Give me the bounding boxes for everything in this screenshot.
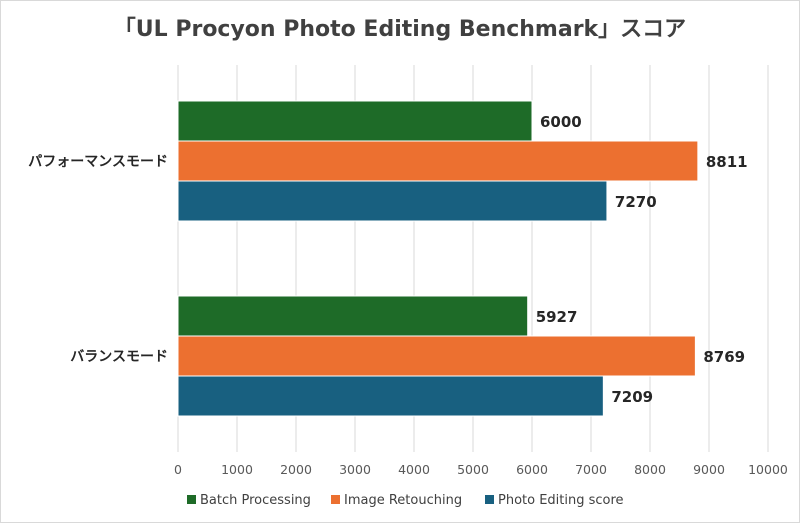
bar <box>177 100 533 142</box>
legend-swatch <box>187 495 196 504</box>
bar <box>177 140 699 182</box>
chart-title: 「UL Procyon Photo Editing Benchmark」スコア <box>114 17 686 42</box>
data-label: 8769 <box>703 348 745 366</box>
bar <box>177 375 604 417</box>
x-tick-label: 1000 <box>221 462 253 477</box>
legend-swatch <box>485 495 494 504</box>
legend: Batch Processing Image Retouching Photo Ed… <box>187 493 624 508</box>
x-tick-label: 8000 <box>634 462 666 477</box>
x-tick-label: 0 <box>174 462 182 477</box>
bar <box>177 180 608 222</box>
data-label: 8811 <box>706 153 748 171</box>
x-tick-label: 4000 <box>398 462 430 477</box>
data-label: 7270 <box>615 193 657 211</box>
x-tick-label: 9000 <box>693 462 725 477</box>
legend-label: Batch Processing <box>200 493 311 508</box>
data-labels: 6000 8811 7270 5927 8769 7209 <box>536 113 748 406</box>
data-label: 6000 <box>540 113 582 131</box>
data-label: 5927 <box>536 308 578 326</box>
bar <box>177 335 696 377</box>
category-label: パフォーマンスモード <box>28 154 168 170</box>
x-tick-label: 5000 <box>457 462 489 477</box>
legend-swatch <box>331 495 340 504</box>
data-label: 7209 <box>611 388 653 406</box>
x-tick-label: 3000 <box>339 462 371 477</box>
bar <box>177 295 529 337</box>
bars <box>177 100 699 417</box>
x-tick-label: 7000 <box>575 462 607 477</box>
x-tick-label: 2000 <box>280 462 312 477</box>
legend-label: Photo Editing score <box>498 493 624 508</box>
value-axis: 0 1000 2000 3000 4000 5000 6000 7000 8000 9000 100… <box>174 462 788 477</box>
category-label: バランスモード <box>70 349 168 365</box>
x-tick-label: 6000 <box>516 462 548 477</box>
legend-label: Image Retouching <box>344 493 462 508</box>
x-tick-label: 10000 <box>748 462 788 477</box>
